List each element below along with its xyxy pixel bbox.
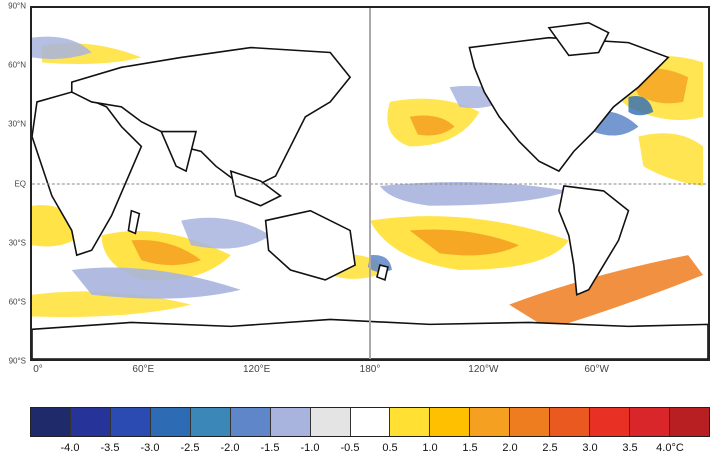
warm-patch-southern-ocean	[509, 255, 704, 330]
latitude-label: 90°S	[8, 356, 26, 366]
colorbar-label: 3.0	[582, 442, 598, 454]
colorbar-label: 4.0°C	[656, 442, 684, 454]
colorbar-label: 1.5	[462, 442, 478, 454]
warm-patch-atlantic-east	[638, 133, 704, 186]
colorbar-label: -1.0	[300, 442, 320, 454]
cool-patch-equatorial-pacific	[379, 182, 569, 206]
colorbar-swatch	[31, 408, 71, 436]
colorbar-swatch	[430, 408, 471, 436]
colorbar-label: -4.0	[60, 442, 80, 454]
map-canvas	[32, 8, 708, 359]
cool-anomaly-patches	[32, 36, 654, 299]
longitude-axis: 0° 60°E 120°E 180° 120°W 60°W	[30, 364, 710, 380]
landmass-greenland	[547, 22, 610, 57]
cool-patch-north-atlantic-east	[628, 95, 654, 116]
cool-patch-west-pacific	[181, 217, 271, 249]
warm-patch-indian-ocean-core	[131, 240, 201, 266]
longitude-label: 0°	[33, 364, 43, 375]
colorbar-label: 2.0	[502, 442, 518, 454]
colorbar-swatch	[470, 408, 511, 436]
landmass-india	[160, 130, 198, 173]
colorbar-swatch	[350, 408, 391, 436]
latitude-label: 60°S	[8, 297, 26, 307]
longitude-label: 60°W	[584, 364, 609, 375]
latitude-axis: 90°N 60°N 30°N EQ 30°S 60°S 90°S	[0, 2, 28, 366]
colorbar-label: -3.0	[140, 442, 160, 454]
colorbar-swatch	[630, 408, 670, 436]
latitude-label: 30°S	[8, 238, 26, 248]
colorbar-swatch	[190, 408, 231, 436]
colorbar-label: 2.5	[542, 442, 558, 454]
colorbar-label: 0.5	[382, 442, 398, 454]
landmass-southeast-asia	[229, 169, 283, 207]
landmass-africa	[32, 91, 143, 257]
colorbar-swatch	[150, 408, 191, 436]
colorbar-swatch	[670, 408, 709, 436]
latitude-label: 30°N	[8, 119, 26, 129]
landmass-north-america	[468, 36, 670, 173]
longitude-label: 120°E	[242, 364, 271, 375]
landmass-madagascar	[127, 209, 141, 235]
longitude-label: 180°	[359, 364, 381, 375]
latitude-label: 90°N	[8, 1, 26, 11]
colorbar	[30, 407, 710, 437]
colorbar-swatch	[230, 408, 271, 436]
colorbar-label: -1.5	[260, 442, 280, 454]
cool-patch-arctic-west	[32, 36, 92, 60]
warm-patch-south-pacific-core	[409, 229, 520, 256]
warm-patch-north-pacific-core	[409, 115, 455, 136]
colorbar-label: 3.5	[622, 442, 638, 454]
cool-patch-indian-south	[71, 267, 241, 299]
colorbar-label: -2.5	[180, 442, 200, 454]
colorbar-swatch	[390, 408, 431, 436]
colorbar-swatch	[70, 408, 111, 436]
colorbar-swatch	[510, 408, 551, 436]
landmass-south-america	[558, 185, 630, 296]
colorbar-swatch	[590, 408, 631, 436]
latitude-label: EQ	[14, 179, 26, 188]
colorbar-swatch	[310, 408, 351, 436]
colorbar-swatch	[110, 408, 151, 436]
colorbar-swatch	[550, 408, 591, 436]
map-frame	[30, 6, 710, 361]
colorbar-label: 1.0	[422, 442, 438, 454]
colorbar-label: -2.0	[220, 442, 240, 454]
colorbar-label: -3.5	[100, 442, 120, 454]
latitude-label: 60°N	[8, 60, 26, 70]
landmass-australia	[264, 209, 356, 281]
colorbar-labels: -4.0 -3.5 -3.0 -2.5 -2.0 -1.5 -1.0 -0.5 0.5 1.0 1.…	[30, 442, 710, 462]
landmass-new-zealand	[376, 264, 389, 281]
colorbar-swatch	[270, 408, 311, 436]
longitude-label: 120°W	[468, 364, 499, 375]
longitude-label: 60°E	[132, 364, 155, 375]
colorbar-label: -0.5	[340, 442, 360, 454]
